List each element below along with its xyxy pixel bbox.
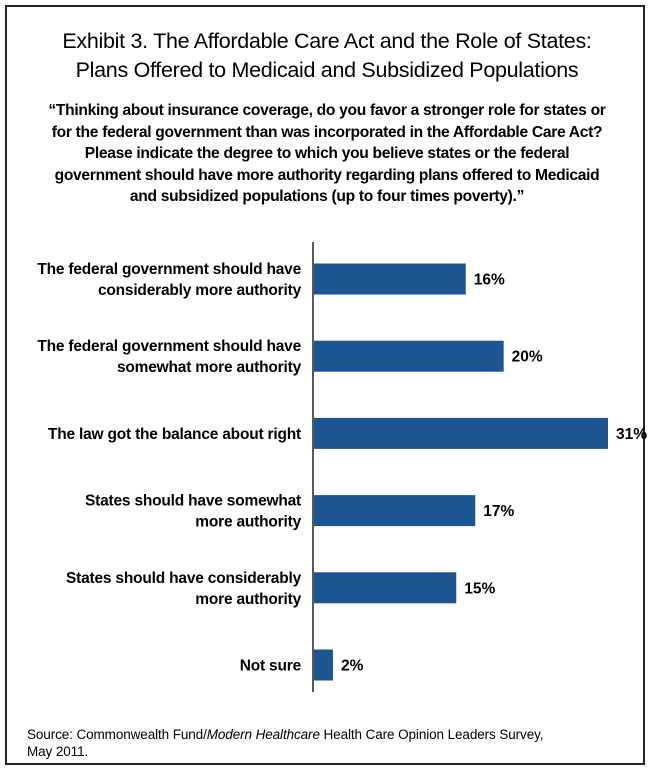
bar-value-label: 20% [512,349,543,366]
category-label: The federal government should have [37,261,301,278]
question-line-3: Please indicate the degree to which you … [84,145,570,162]
question-line-1: “Thinking about insurance coverage, do y… [48,102,606,119]
bar-value-label: 16% [474,272,505,289]
category-label: Not sure [240,658,302,675]
bar-value-label: 2% [341,658,364,675]
source-line-2: May 2011. [27,744,89,759]
category-label: The federal government should have [37,338,301,355]
survey-question: “Thinking about insurance coverage, do y… [14,100,640,208]
bar [314,340,504,372]
bar [314,417,608,449]
source-prefix: Source: Commonwealth Fund/ [27,727,207,742]
source-note: Source: Commonwealth Fund/Modern Healthc… [27,726,627,760]
category-label: more authority [195,591,301,608]
category-label: The law got the balance about right [48,426,301,443]
category-label: States should have considerably [66,570,302,587]
source-suffix: Health Care Opinion Leaders Survey, [319,727,544,742]
bar [314,263,466,295]
bar [314,649,333,681]
source-publication: Modern Healthcare [206,727,320,742]
question-line-5: and subsidized populations (up to four t… [129,188,525,205]
category-label: considerably more authority [98,282,302,299]
bar [314,495,476,527]
question-line-4: government should have more authority re… [54,166,600,184]
chart-title: Exhibit 3. The Affordable Care Act and t… [0,27,654,85]
bar-value-label: 31% [616,426,647,443]
bar-value-label: 15% [464,580,495,597]
category-label: somewhat more authority [117,359,302,376]
question-line-2: for the federal government than was inco… [51,123,603,141]
bar [314,572,457,604]
category-label: States should have somewhat [85,493,301,510]
category-label: more authority [195,514,301,531]
source-line-1: Source: Commonwealth Fund/Modern Healthc… [27,726,627,743]
title-line-2: Plans Offered to Medicaid and Subsidized… [75,58,579,82]
title-line-1: Exhibit 3. The Affordable Care Act and t… [62,29,592,53]
bar-value-label: 17% [483,503,514,520]
chart-frame [5,5,645,765]
